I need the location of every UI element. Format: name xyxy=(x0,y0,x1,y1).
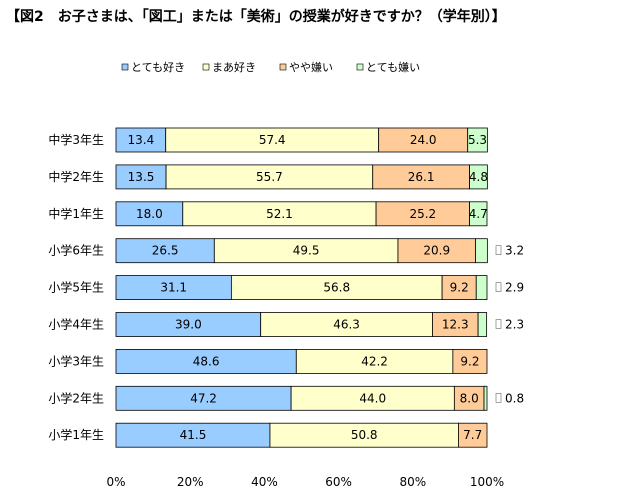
data-label: 9.2 xyxy=(460,354,479,368)
bar-segment xyxy=(475,238,488,264)
x-tick-label: 60% xyxy=(325,475,352,489)
bar-segment xyxy=(432,312,479,337)
data-label: 55.7 xyxy=(256,170,283,184)
bar-segment xyxy=(372,164,470,190)
data-label: 13.4 xyxy=(127,133,154,147)
x-tick-label: 0% xyxy=(106,475,125,489)
legend: とても好き まあ好き やや嫌い とても嫌い xyxy=(121,60,420,74)
data-label: 4.7 xyxy=(469,207,488,221)
data-label: 31.1 xyxy=(160,281,187,295)
data-label: 2.9 xyxy=(505,281,524,295)
data-label: 24.0 xyxy=(410,133,437,147)
data-label: 46.3 xyxy=(333,318,360,332)
data-label: 26.1 xyxy=(408,170,435,184)
data-label: 41.5 xyxy=(180,428,207,442)
chart-title: 【図2 お子さまは、「図工」または「美術」の授業が好きですか？（学年別）】 xyxy=(6,9,506,25)
bar-segment xyxy=(483,385,488,411)
data-label: 50.8 xyxy=(351,428,378,442)
category-label: 小学5年生 xyxy=(48,280,104,295)
legend-label: とても嫌い xyxy=(366,60,420,74)
data-label: 18.0 xyxy=(136,207,163,221)
data-label: 20.9 xyxy=(423,244,450,258)
data-label-marker xyxy=(495,392,502,403)
bar-segment xyxy=(115,201,184,227)
data-label: 44.0 xyxy=(359,391,386,405)
bar-segment xyxy=(453,385,485,411)
category-label: 中学1年生 xyxy=(48,206,104,221)
data-label: 56.8 xyxy=(323,281,350,295)
bar-segment xyxy=(467,127,488,153)
bar-segment xyxy=(469,164,488,190)
x-tick-label: 40% xyxy=(251,475,278,489)
data-label: 0.8 xyxy=(505,391,524,405)
bar-segment xyxy=(115,312,262,337)
data-label-marker xyxy=(495,282,502,292)
category-label: 小学1年生 xyxy=(48,427,104,442)
data-label: 3.2 xyxy=(505,244,524,258)
data-label: 26.5 xyxy=(152,244,179,258)
data-label: 48.6 xyxy=(193,354,220,368)
category-label: 小学4年生 xyxy=(48,317,104,332)
data-label-marker xyxy=(495,245,502,255)
legend-swatch xyxy=(356,63,364,71)
data-label: 57.4 xyxy=(259,133,286,147)
data-label: 25.2 xyxy=(409,207,436,221)
data-label: 12.3 xyxy=(442,318,469,332)
category-label: 中学2年生 xyxy=(48,169,104,184)
category-label: 中学3年生 xyxy=(48,132,104,147)
data-label: 8.0 xyxy=(460,391,479,405)
bar-segment xyxy=(452,348,488,374)
data-label: 2.3 xyxy=(505,318,524,332)
data-label: 5.3 xyxy=(468,133,487,147)
bar-segment xyxy=(182,201,377,227)
legend-swatch xyxy=(279,63,287,71)
data-label: 13.5 xyxy=(128,170,155,184)
x-tick-label: 100% xyxy=(470,475,504,489)
category-label: 小学2年生 xyxy=(48,390,104,405)
x-tick-label: 20% xyxy=(177,475,204,489)
bar-segment xyxy=(165,164,374,190)
category-label: 小学6年生 xyxy=(48,243,104,258)
bar-segment xyxy=(469,201,488,227)
data-label-marker xyxy=(495,319,502,329)
x-tick-label: 80% xyxy=(399,475,426,489)
data-label: 42.2 xyxy=(361,354,388,368)
bar-segment xyxy=(230,275,443,301)
legend-swatch xyxy=(202,63,210,71)
data-label: 9.2 xyxy=(450,281,469,295)
data-label: 7.7 xyxy=(463,428,482,442)
bars: 中学3年生 13.4 57.4 24.0 5.3 中学2年生 13.5 55.7 26.1 4.8… xyxy=(48,127,524,448)
x-axis: 0% 20% 40% 60% 80% 100% xyxy=(106,475,504,489)
data-label: 47.2 xyxy=(190,391,217,405)
data-label: 52.1 xyxy=(266,207,293,221)
category-label: 小学3年生 xyxy=(48,353,104,368)
bar-segment xyxy=(165,127,380,153)
bar-segment xyxy=(458,422,488,448)
bar-segment xyxy=(441,275,477,301)
bar-segment xyxy=(115,422,271,448)
legend-label: やや嫌い xyxy=(289,60,333,74)
bar-segment xyxy=(397,238,476,264)
data-label: 49.5 xyxy=(293,244,320,258)
data-label: 39.0 xyxy=(175,318,202,332)
bar-segment xyxy=(115,164,167,190)
data-label: 4.8 xyxy=(469,170,488,184)
bar-segment xyxy=(475,275,488,301)
legend-label: まあ好き xyxy=(212,60,256,74)
bar-segment xyxy=(295,348,454,374)
bar-segment xyxy=(115,385,292,411)
bar-segment xyxy=(115,238,215,264)
bar-segment xyxy=(115,348,297,374)
legend-label: とても好き xyxy=(131,60,185,74)
bar-segment xyxy=(115,275,232,301)
bar-segment xyxy=(477,312,488,337)
legend-swatch xyxy=(121,63,129,71)
